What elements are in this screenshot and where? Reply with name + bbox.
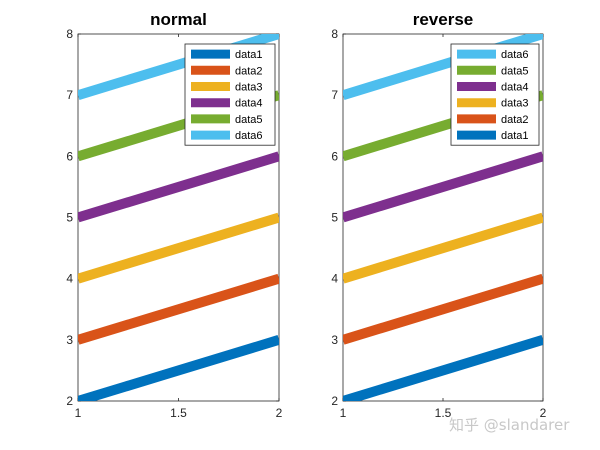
y-tick-label: 2: [331, 394, 338, 408]
series-line-data4: [78, 151, 279, 223]
y-tick-label: 5: [331, 211, 338, 225]
x-tick-label: 1.5: [170, 406, 187, 420]
y-tick-label: 6: [331, 149, 338, 163]
legend-label-data4: data4: [235, 98, 263, 110]
y-tick-label: 7: [331, 88, 338, 102]
series-line-data3: [343, 212, 543, 284]
y-tick-label: 5: [66, 211, 73, 225]
panel-reverse: 2 3 4 5 6 7 8 1 1.5 2 reverse data6 data5 data4 data3 d…: [331, 10, 546, 420]
y-tick-label: 4: [331, 272, 338, 286]
legend-label-data6: data6: [235, 130, 263, 142]
x-tick-label: 1: [75, 406, 82, 420]
series-line-data4: [343, 151, 543, 223]
y-tick-label: 8: [66, 27, 73, 41]
legend-label-data5: data5: [501, 65, 529, 77]
legend-label-data1: data1: [235, 49, 263, 61]
panel-normal: 2 3 4 5 6 7 8 1 1.5 2 normal data1 data2 data3 data4 da…: [66, 10, 282, 420]
series-line-data2: [343, 273, 543, 345]
series-line-data3: [78, 212, 279, 284]
x-tick-label: 1.5: [435, 406, 452, 420]
y-tick-label: 3: [331, 333, 338, 347]
y-tick-label: 8: [331, 27, 338, 41]
y-tick-label: 2: [66, 394, 73, 408]
y-tick-label: 4: [66, 272, 73, 286]
legend-label-data5: data5: [235, 114, 263, 126]
panel-title: normal: [150, 10, 207, 29]
series-line-data1: [78, 335, 279, 401]
legend-label-data6: data6: [501, 49, 529, 61]
series-line-data2: [78, 273, 279, 345]
legend-label-data3: data3: [501, 98, 529, 110]
y-tick-label: 6: [66, 149, 73, 163]
watermark-text: 知乎 @slandarer: [449, 416, 570, 434]
legend-box: [450, 43, 540, 146]
legend-label-data4: data4: [501, 82, 529, 94]
y-tick-label: 3: [66, 333, 73, 347]
legend-label-data2: data2: [501, 114, 529, 126]
legend-label-data3: data3: [235, 82, 263, 94]
legend-box: [184, 43, 276, 146]
x-tick-label: 2: [276, 406, 283, 420]
x-tick-label: 1: [340, 406, 347, 420]
panel-title: reverse: [413, 10, 474, 29]
legend-label-data1: data1: [501, 130, 529, 142]
x-tick-label: 2: [540, 406, 547, 420]
legend-label-data2: data2: [235, 65, 263, 77]
series-line-data1: [343, 335, 543, 401]
y-tick-label: 7: [66, 88, 73, 102]
